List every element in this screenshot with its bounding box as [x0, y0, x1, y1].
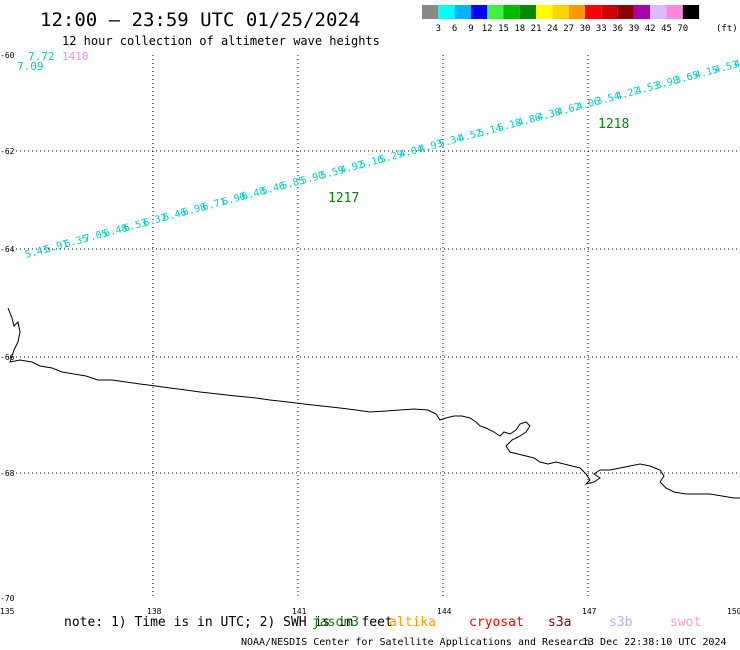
scale-swatch [503, 5, 520, 19]
scale-swatch [454, 5, 471, 19]
scale-swatch [422, 5, 439, 19]
scale-label: 6 [452, 24, 457, 34]
lon-label: 144 [437, 607, 452, 616]
scale-swatch [552, 5, 569, 19]
legend-s3b: s3b [609, 615, 633, 630]
scale-label: 33 [596, 24, 607, 34]
scale-label: 30 [580, 24, 591, 34]
corner-height-1: 7.72 [28, 50, 55, 63]
lat-label: -66 [0, 353, 15, 362]
scale-label: 36 [612, 24, 623, 34]
legend-swot: swot [670, 615, 701, 630]
scale-swatch [536, 5, 553, 19]
scale-swatch [633, 5, 651, 19]
scale-swatch [601, 5, 618, 19]
scale-label: 18 [514, 24, 525, 34]
scale-swatch [585, 5, 602, 19]
legend-cryosat: cryosat [469, 615, 524, 630]
lat-label: -60 [0, 51, 15, 60]
lon-label: 138 [147, 607, 162, 616]
scale-label: 45 [661, 24, 672, 34]
legend-jason3: jason3 [312, 615, 359, 630]
footer-timestamp: 13 Dec 22:38:10 UTC 2024 [582, 637, 727, 648]
page-title: 12:00 – 23:59 UTC 01/25/2024 [40, 9, 360, 31]
scale-swatch [617, 5, 634, 19]
graticule [8, 55, 740, 598]
scale-label: 12 [482, 24, 493, 34]
scale-label: 39 [628, 24, 639, 34]
scale-label: 27 [563, 24, 574, 34]
antarctic-coastline [7, 307, 740, 499]
scale-swatch [438, 5, 455, 19]
scale-swatch [666, 5, 683, 19]
scale-label: 3 [436, 24, 441, 34]
lon-label: 135 [0, 607, 15, 616]
scale-label: 70 [677, 24, 688, 34]
pass-time-label: 1217 [328, 191, 359, 206]
scale-label: 21 [531, 24, 542, 34]
lat-label: -64 [0, 245, 15, 254]
scale-swatch [568, 5, 585, 19]
footer-credit: NOAA/NESDIS Center for Satellite Applica… [241, 637, 590, 648]
axis-tick-labels: 135 138 141 144 147 150 -60 -62 -64 -66 -68 -70 [0, 51, 740, 616]
legend-s3a: s3a [548, 615, 571, 630]
satellite-track: 5.415.916.357.056.486.536.326.466.986.71… [24, 54, 740, 261]
scale-unit: (ft) [716, 24, 738, 34]
wave-height-label: 4.11 [733, 54, 740, 71]
color-scale: 3 6 9 12 15 18 21 24 27 30 33 36 39 42 45 70 (ft) [422, 5, 738, 34]
scale-label: 9 [468, 24, 473, 34]
scale-label: 24 [547, 24, 558, 34]
page-subtitle: 12 hour collection of altimeter wave hei… [62, 34, 380, 48]
lon-label: 150 [727, 607, 740, 616]
corner-height-2: 7.09 [17, 60, 44, 73]
footer-note: note: 1) Time is in UTC; 2) SWH is in fe… [64, 615, 393, 630]
satellite-legend: jason3 altika cryosat s3a s3b swot [312, 615, 701, 630]
lon-label: 147 [582, 607, 597, 616]
lat-label: -62 [0, 147, 15, 156]
scale-swatch [682, 5, 700, 19]
lat-label: -68 [0, 469, 15, 478]
scale-swatch [487, 5, 504, 19]
lat-label: -70 [0, 594, 15, 603]
corner-time-label: 1410 [62, 50, 89, 63]
scale-swatch [470, 5, 488, 19]
scale-label: 15 [498, 24, 509, 34]
pass-time-label: 1218 [598, 117, 629, 132]
scale-label: 42 [645, 24, 656, 34]
scale-swatch [519, 5, 537, 19]
lon-label: 141 [292, 607, 307, 616]
legend-altika: altika [389, 615, 436, 630]
scale-swatch [650, 5, 667, 19]
